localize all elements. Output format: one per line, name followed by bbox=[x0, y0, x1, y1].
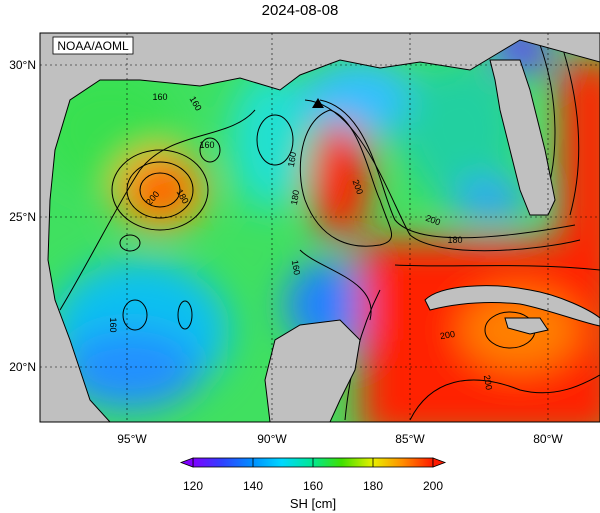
colorbar-tick-label: 160 bbox=[303, 479, 323, 493]
lat-tick-labels: 30°N 25°N 20°N bbox=[9, 58, 36, 374]
lon-tick-label: 90°W bbox=[257, 432, 287, 446]
contour-label: 160 bbox=[152, 92, 167, 102]
contour-label: 200 bbox=[439, 329, 456, 341]
graticule bbox=[40, 33, 600, 422]
lat-tick-label: 30°N bbox=[9, 58, 36, 72]
contour-label: 180 bbox=[447, 235, 462, 245]
contour-label: 180 bbox=[289, 189, 301, 206]
colorbar-tick-label: 120 bbox=[183, 479, 203, 493]
colorbar: 120 140 160 180 200 SH [cm] bbox=[179, 457, 447, 511]
lat-tick-label: 20°N bbox=[9, 360, 36, 374]
land-masses bbox=[40, 33, 600, 422]
colorbar-min-extend bbox=[179, 457, 194, 468]
contour-label: 200 bbox=[424, 213, 442, 228]
watermark-box bbox=[52, 36, 134, 55]
contour-label: 160 bbox=[286, 151, 298, 168]
lat-tick-label: 25°N bbox=[9, 210, 36, 224]
plot-frame bbox=[39, 32, 600, 423]
contour-label: 200 bbox=[482, 374, 494, 391]
colorbar-tick-label: 180 bbox=[363, 479, 383, 493]
lon-tick-label: 80°W bbox=[533, 432, 563, 446]
contour-label: 160 bbox=[199, 140, 214, 150]
buoy-marker-triangle bbox=[312, 98, 324, 108]
watermark-text: NOAA/AOML bbox=[57, 39, 129, 53]
contour-label: 200 bbox=[351, 178, 366, 196]
contour-label: 160 bbox=[108, 317, 118, 332]
colorbar-title: SH [cm] bbox=[290, 496, 336, 511]
colorbar-tick-label: 200 bbox=[423, 479, 443, 493]
colorbar-tick-label: 140 bbox=[243, 479, 263, 493]
lon-tick-labels: 95°W 90°W 85°W 80°W bbox=[117, 432, 563, 446]
lon-tick-label: 85°W bbox=[395, 432, 425, 446]
map-title: 2024-08-08 bbox=[261, 2, 339, 19]
colorbar-ticks bbox=[252, 458, 374, 467]
colorbar-max-extend bbox=[432, 457, 447, 468]
contour-label: 160 bbox=[290, 259, 302, 276]
lon-tick-label: 95°W bbox=[117, 432, 147, 446]
